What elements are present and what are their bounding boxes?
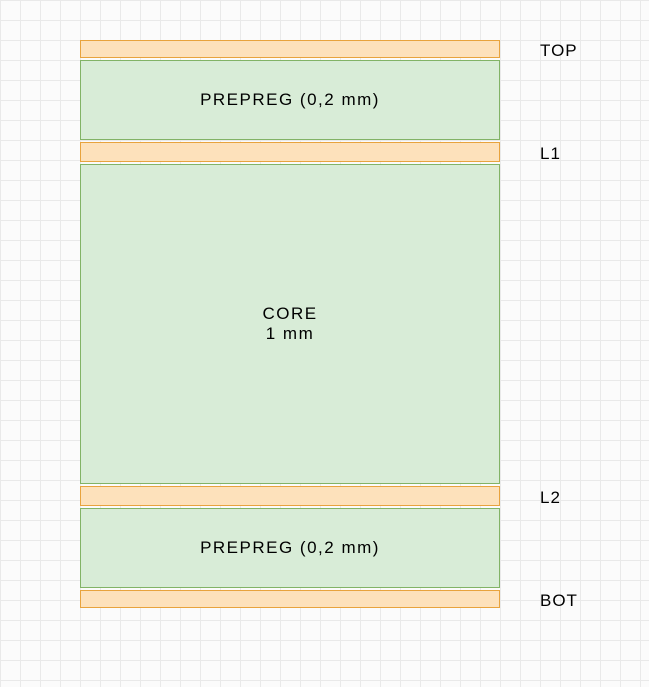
dielectric-layer: CORE 1 mm: [80, 164, 500, 484]
side-label: L1: [540, 144, 561, 164]
dielectric-layer: PREPREG (0,2 mm): [80, 60, 500, 140]
layer-label: PREPREG (0,2 mm): [200, 538, 380, 558]
side-label: L2: [540, 488, 561, 508]
side-label: TOP: [540, 41, 578, 61]
copper-layer: [80, 40, 500, 58]
copper-layer: [80, 590, 500, 608]
copper-layer: [80, 486, 500, 506]
layer-label: PREPREG (0,2 mm): [200, 90, 380, 110]
dielectric-layer: PREPREG (0,2 mm): [80, 508, 500, 588]
layer-label: CORE 1 mm: [262, 304, 317, 344]
side-label: BOT: [540, 591, 578, 611]
copper-layer: [80, 142, 500, 162]
